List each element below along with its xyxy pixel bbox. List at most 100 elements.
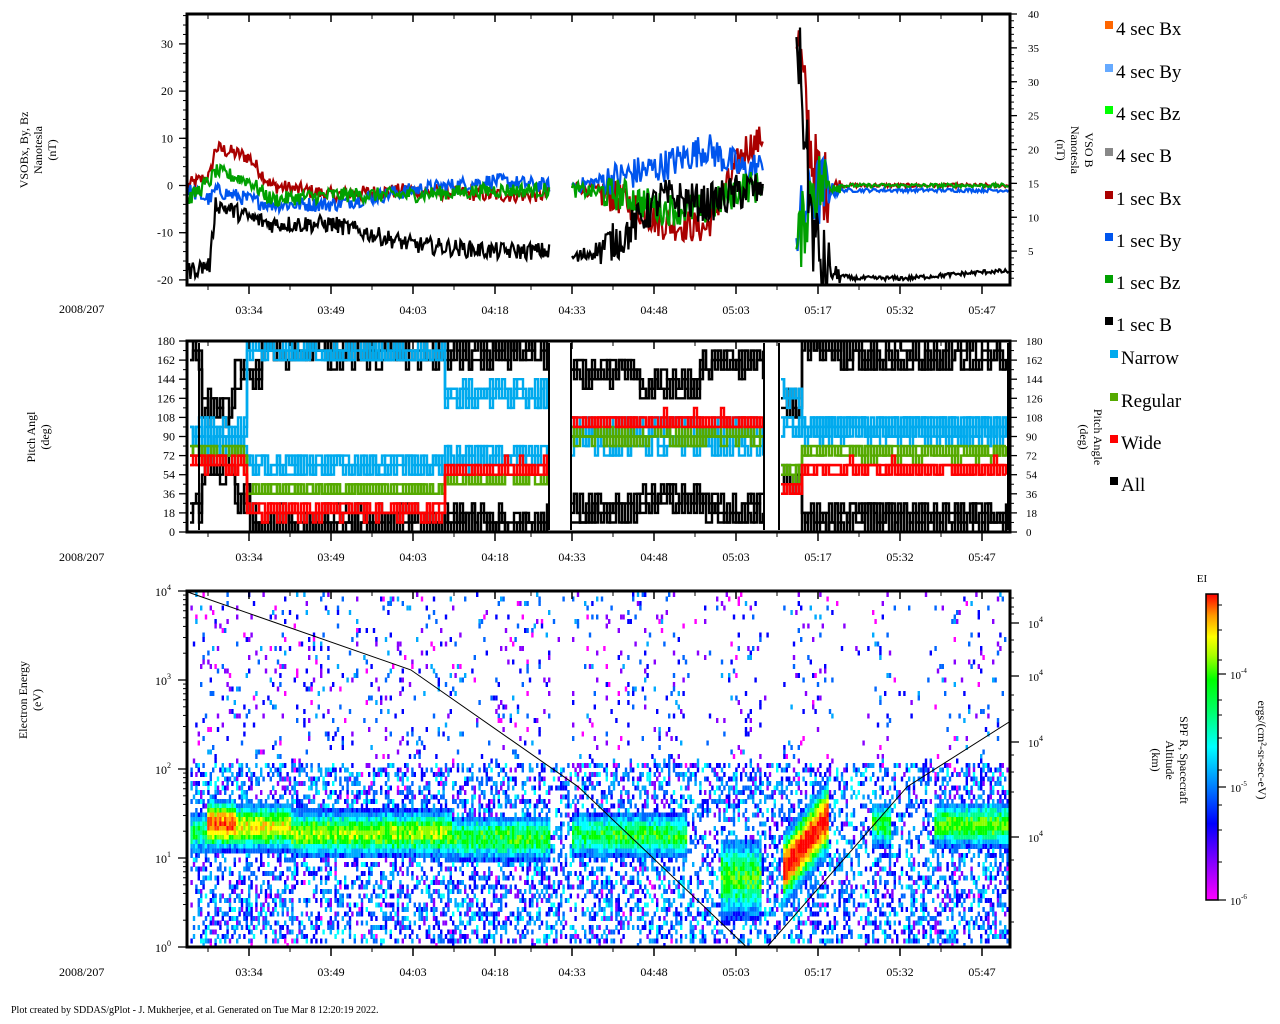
time-tick-label: 03:49	[317, 303, 344, 317]
legend: 4 sec Bx 4 sec By 4 sec Bz 4 sec B 1 sec Bx 1…	[1105, 19, 1182, 496]
colorbar-tick-label: 10-4	[1230, 667, 1247, 682]
legend-label: 4 sec Bx	[1116, 19, 1182, 40]
legend-label: 4 sec B	[1116, 146, 1172, 167]
time-tick-label: 05:17	[804, 550, 831, 564]
time-tick-label: 04:03	[399, 550, 426, 564]
time-tick-label: 05:32	[886, 550, 913, 564]
y-tick-label: 101	[155, 850, 171, 866]
y-right-tick-label: 104	[1028, 668, 1043, 684]
y-tick-label: -10	[157, 226, 173, 240]
y-tick-label: 100	[155, 939, 171, 955]
y-tick-label: 162	[157, 353, 175, 367]
y-right-tick-label: 72	[1026, 451, 1037, 463]
time-tick-label: 05:03	[722, 965, 749, 979]
y-right-tick-label: 35	[1028, 43, 1040, 55]
legend-swatch	[1110, 477, 1118, 485]
trace-1-sec-b	[187, 27, 1010, 285]
y-right-tick-label: 180	[1026, 336, 1043, 348]
y-right-tick-label: 18	[1026, 508, 1038, 520]
time-tick-label: 03:49	[317, 550, 344, 564]
y-right-tick-label: 104	[1028, 829, 1043, 845]
legend-label: 1 sec Bz	[1116, 273, 1180, 294]
y-right-tick-label: 25	[1028, 111, 1040, 123]
time-tick-label: 04:03	[399, 303, 426, 317]
pitch-trace-all	[190, 341, 1008, 429]
time-tick-label: 04:48	[640, 550, 667, 564]
colorbar: EI 10-6 10-5 10-4 ergs/(cm²-sr-sec-eV)	[1197, 573, 1269, 908]
legend-label: Narrow	[1121, 348, 1179, 369]
legend-swatch	[1105, 106, 1113, 114]
y-tick-label: 144	[157, 372, 175, 386]
y-right-tick-label: 40	[1028, 9, 1040, 21]
y-right-tick-label: 144	[1026, 374, 1043, 386]
date-label-panel2: 2008/207	[59, 550, 105, 564]
y-right-tick-label: 126	[1026, 393, 1043, 405]
y-tick-label: 10	[161, 131, 173, 145]
legend-label: 1 sec Bx	[1116, 189, 1182, 210]
y-axis-title-pitch-left: Pitch Angl (deg)	[24, 411, 52, 463]
time-tick-label: 05:03	[722, 550, 749, 564]
y-tick-label: 90	[163, 430, 175, 444]
y-tick-label: 30	[161, 37, 173, 51]
y-right-tick-label: 10	[1028, 212, 1040, 224]
date-label-panel3: 2008/207	[59, 965, 105, 979]
y-right-tick-label: 54	[1026, 470, 1038, 482]
y-right-tick-label: 108	[1026, 412, 1043, 424]
y-tick-label: 54	[163, 468, 175, 482]
legend-label: All	[1121, 475, 1145, 496]
spectrogram-cells	[187, 591, 1010, 947]
time-tick-label: 04:48	[640, 965, 667, 979]
legend-swatch	[1110, 435, 1118, 443]
y-right-tick-label: 90	[1026, 432, 1038, 444]
time-tick-label: 03:34	[235, 550, 262, 564]
time-tick-label: 05:47	[968, 303, 995, 317]
time-tick-label: 04:33	[558, 303, 585, 317]
time-tick-label: 04:33	[558, 965, 585, 979]
time-tick-label: 05:32	[886, 965, 913, 979]
colorbar-gradient	[1205, 593, 1219, 901]
axis-labels: 03:34 03:49 04:03 04:18 04:33 04:48 05:03 05:17…	[16, 9, 1191, 979]
y-right-tick-label: 20	[1028, 145, 1040, 157]
legend-label: Regular	[1121, 391, 1182, 412]
time-tick-label: 03:49	[317, 965, 344, 979]
trace-1-sec-by	[187, 134, 1010, 252]
y-tick-label: 18	[163, 506, 175, 520]
legend-label: 4 sec Bz	[1116, 104, 1180, 125]
legend-label: 1 sec B	[1116, 315, 1172, 336]
pitch-trace-all	[190, 454, 1008, 532]
time-tick-label: 05:32	[886, 303, 913, 317]
magnetic-field-traces	[187, 27, 1010, 285]
y-tick-label: -20	[157, 273, 173, 287]
pitch-trace-wide	[190, 406, 1006, 524]
legend-swatch	[1110, 393, 1118, 401]
y-right-tick-label: 5	[1028, 246, 1034, 258]
time-tick-label: 05:47	[968, 965, 995, 979]
time-tick-label: 03:34	[235, 965, 262, 979]
y-tick-label: 102	[155, 761, 171, 777]
pitch-angle-traces	[190, 341, 1009, 532]
colorbar-units-label: ergs/(cm²-sr-sec-eV)	[1255, 700, 1269, 799]
legend-label: 1 sec By	[1116, 231, 1182, 252]
y-tick-label: 104	[155, 583, 171, 599]
y-tick-label: 180	[157, 334, 175, 348]
legend-swatch	[1105, 21, 1113, 29]
time-tick-label: 04:03	[399, 965, 426, 979]
y-right-tick-label: 104	[1028, 615, 1043, 631]
colorbar-title: EI	[1197, 573, 1208, 585]
time-tick-label: 03:34	[235, 303, 262, 317]
legend-swatch	[1105, 64, 1113, 72]
y-tick-label: 36	[163, 487, 175, 501]
y-tick-label: 20	[161, 84, 173, 98]
y-axis-title-energy: Electron Energy (eV)	[16, 661, 44, 739]
time-tick-label: 05:03	[722, 303, 749, 317]
time-tick-label: 05:47	[968, 550, 995, 564]
y-tick-label: 108	[157, 410, 175, 424]
time-tick-label: 04:48	[640, 303, 667, 317]
axes-frames	[178, 12, 1019, 956]
y-right-tick-label: 162	[1026, 355, 1043, 367]
colorbar-tick-label: 10-6	[1230, 893, 1247, 908]
y-axis-title-bfield: VSOBx, By, Bz Nanotesla (nT)	[17, 112, 59, 189]
time-tick-label: 04:33	[558, 550, 585, 564]
